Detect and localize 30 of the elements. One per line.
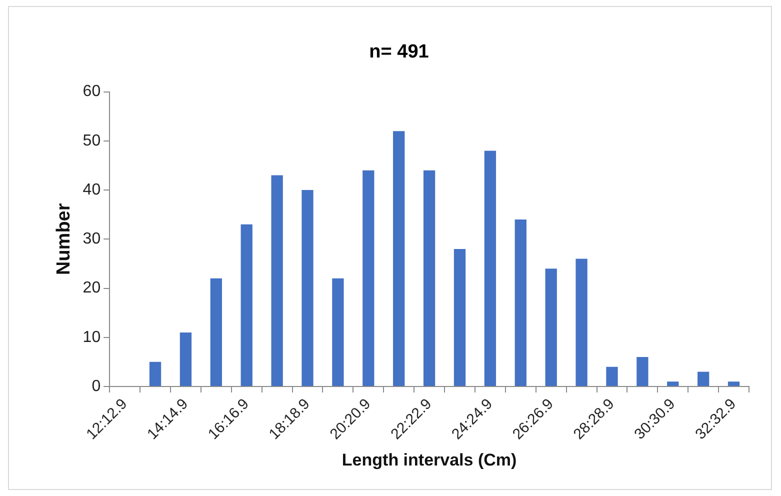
y-tick-label: 50 [82, 132, 101, 150]
bar [302, 190, 314, 386]
bar [393, 131, 405, 386]
bar [636, 357, 648, 386]
y-tick-label: 40 [82, 181, 101, 198]
x-axis-title: Length intervals (Cm) [342, 450, 517, 470]
y-tick-label: 30 [82, 230, 101, 248]
bar [667, 382, 679, 386]
bar [454, 248, 466, 386]
bar [240, 224, 252, 386]
bar [332, 278, 344, 386]
bar [514, 219, 526, 386]
bar [728, 382, 740, 386]
y-tick-label: 10 [82, 328, 101, 346]
bar [210, 278, 222, 386]
bar [698, 372, 710, 386]
bar [180, 332, 192, 386]
bar [423, 170, 436, 386]
y-tick-label: 20 [82, 280, 101, 297]
bar [606, 366, 618, 386]
bar [362, 170, 374, 386]
bar [545, 268, 557, 386]
bar [576, 258, 588, 386]
chart-title: n= 491 [369, 42, 430, 63]
bar [484, 150, 496, 386]
y-tick-label: 60 [82, 83, 101, 100]
bar [271, 175, 283, 386]
y-tick-label: 0 [92, 378, 101, 395]
bar [149, 362, 162, 386]
y-axis-title: Number [54, 202, 75, 276]
